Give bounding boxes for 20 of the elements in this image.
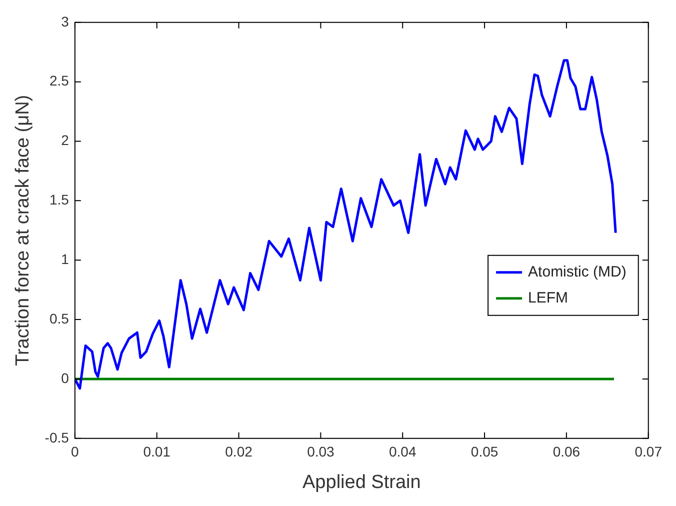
legend-label: Atomistic (MD) — [528, 264, 626, 280]
y-tick-label: 1 — [61, 250, 70, 267]
x-tick-label: 0.04 — [388, 444, 416, 460]
x-tick-label: 0.07 — [634, 444, 662, 460]
y-tick-label: 0 — [61, 370, 70, 386]
y-tick-label: 0.5 — [49, 310, 70, 326]
x-axis-title: Applied Strain — [302, 472, 421, 493]
x-tick-label: 0 — [71, 444, 80, 460]
y-tick-label: -0.5 — [44, 429, 70, 446]
x-tick-label: 0.06 — [552, 444, 580, 460]
x-tick-label: 0.05 — [470, 444, 498, 460]
y-axis-title: Traction force at crack face (μN) — [12, 94, 34, 366]
y-tick-label: 1.5 — [49, 192, 70, 208]
x-tick-label: 0.01 — [143, 444, 171, 460]
x-tick-label: 0.02 — [225, 444, 253, 460]
y-tick-label: 2.5 — [49, 72, 70, 89]
y-tick-label: 2 — [61, 132, 70, 148]
legend-label: LEFM — [528, 290, 568, 306]
y-tick-label: 3 — [61, 13, 70, 30]
x-tick-label: 0.03 — [307, 444, 335, 460]
